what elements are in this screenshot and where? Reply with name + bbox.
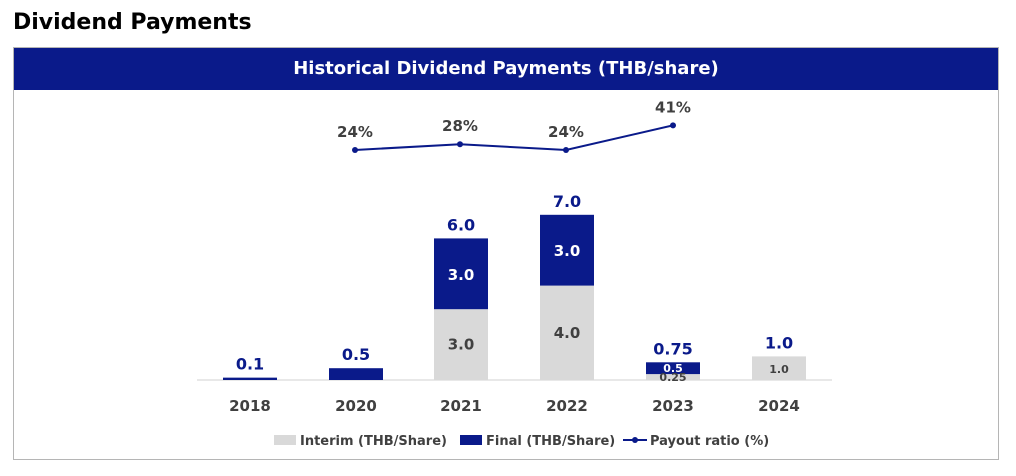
label-final-2022: 3.0 (554, 242, 581, 260)
payout-label-2022: 24% (548, 123, 584, 141)
label-interim-2021: 3.0 (448, 336, 475, 354)
x-tick-2022: 2022 (546, 397, 588, 415)
legend-label-final: Final (THB/Share) (486, 434, 615, 449)
total-label-2023: 0.75 (653, 339, 692, 358)
bar-interim-2023 (646, 374, 700, 380)
x-tick-2018: 2018 (229, 397, 271, 415)
bar-final-2022 (540, 214, 594, 286)
total-label-2024: 1.0 (765, 333, 793, 352)
total-label-2020: 0.5 (342, 345, 370, 364)
legend-label-payout: Payout ratio (%) (650, 434, 769, 449)
x-tick-2021: 2021 (440, 397, 482, 415)
x-tick-2020: 2020 (335, 397, 377, 415)
label-final-2023: 0.5 (663, 362, 683, 375)
x-tick-2023: 2023 (652, 397, 694, 415)
payout-label-2023: 41% (655, 98, 691, 116)
x-tick-2024: 2024 (758, 397, 800, 415)
payout-point-2023 (670, 122, 676, 129)
payout-point-2022 (563, 147, 569, 153)
bar-interim-2021 (434, 309, 488, 380)
total-label-2018: 0.1 (236, 355, 264, 374)
bar-final-2020 (329, 368, 383, 380)
payout-ratio-line (354, 124, 674, 152)
chart-title: Historical Dividend Payments (THB/share) (14, 48, 998, 90)
legend-swatch-interim (274, 435, 296, 445)
label-interim-2023: 0.25 (659, 371, 686, 384)
bar-final-2018 (223, 377, 277, 380)
legend-marker-payout (632, 437, 638, 443)
payout-point-2021 (457, 141, 463, 148)
payout-label-2021: 28% (442, 117, 478, 135)
total-label-2021: 6.0 (447, 215, 475, 234)
chart-panel: Historical Dividend Payments (THB/share) (13, 47, 999, 460)
bar-interim-2022 (540, 285, 594, 380)
label-interim-2024: 1.0 (769, 363, 789, 376)
total-label-2022: 7.0 (553, 192, 581, 211)
bar-final-2021 (434, 238, 488, 310)
legend-label-interim: Interim (THB/Share) (300, 434, 447, 449)
label-interim-2022: 4.0 (554, 324, 581, 342)
bar-interim-2024 (752, 356, 806, 380)
payout-label-2020: 24% (337, 123, 373, 141)
payout-point-2020 (352, 147, 358, 153)
legend-swatch-final (460, 435, 482, 445)
bar-final-2023 (646, 362, 700, 375)
label-final-2021: 3.0 (448, 266, 475, 284)
page-title: Dividend Payments (13, 10, 252, 35)
